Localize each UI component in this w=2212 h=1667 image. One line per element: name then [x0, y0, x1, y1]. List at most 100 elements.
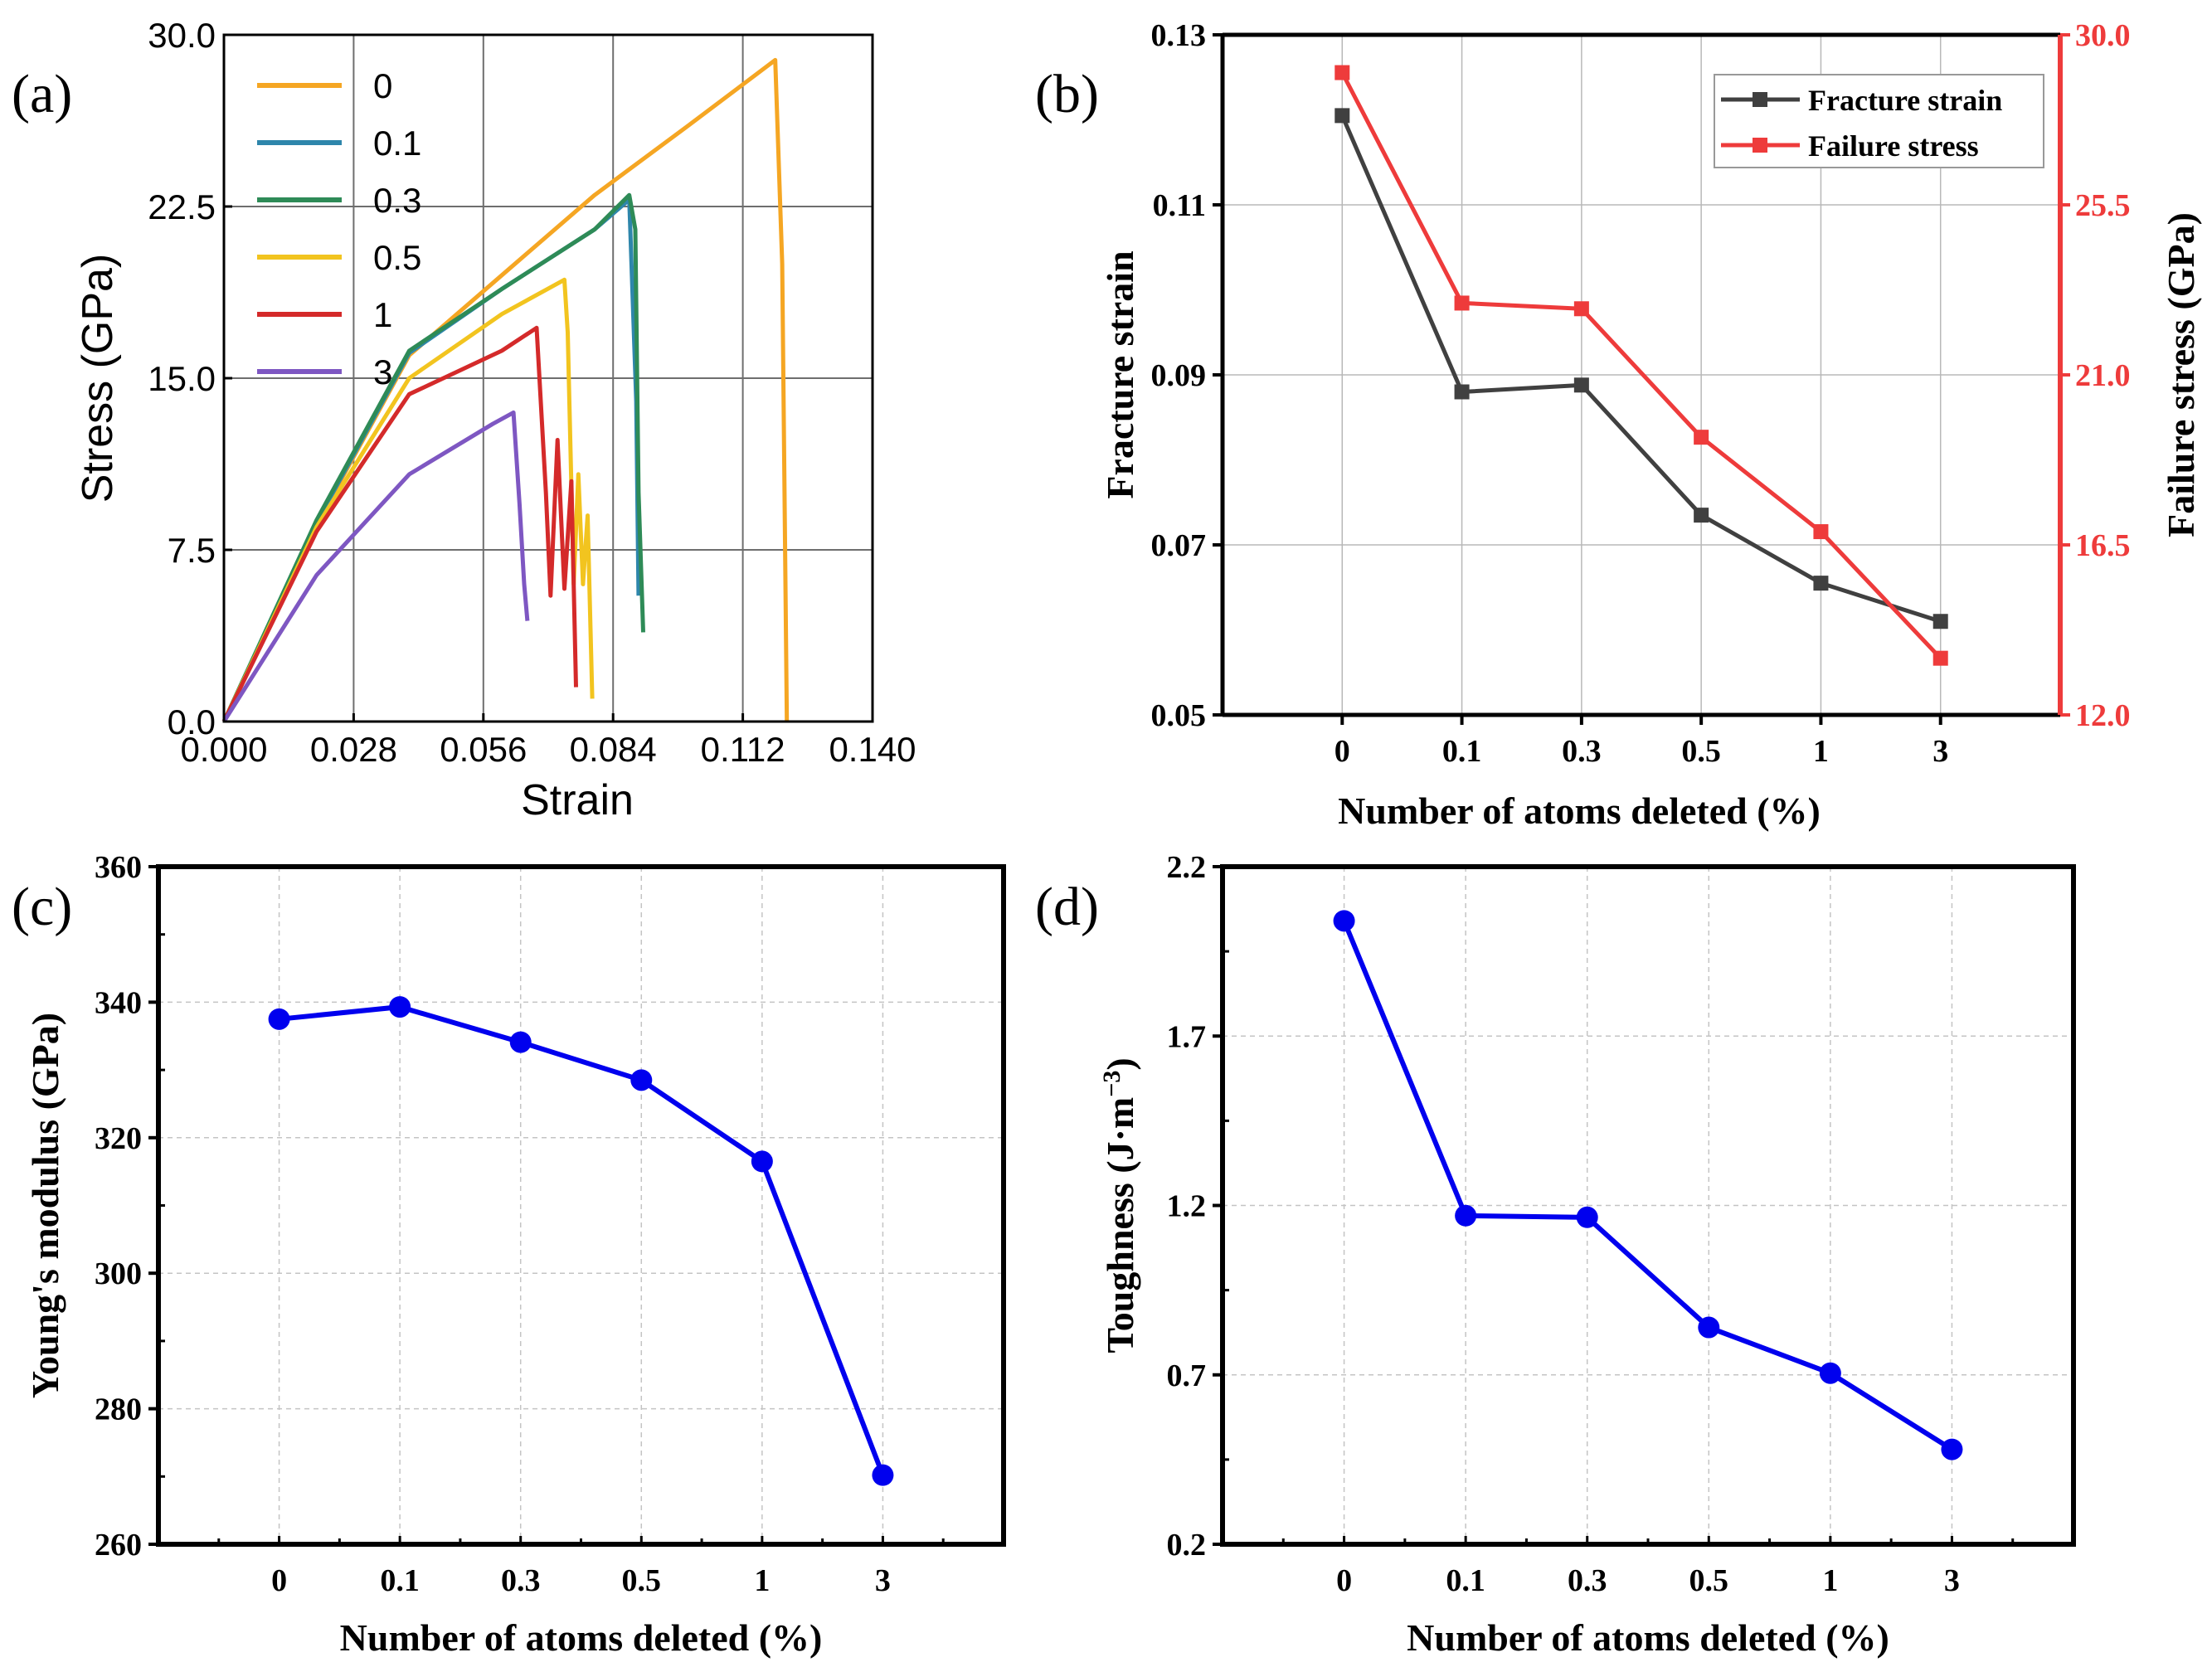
y-axis-label-text: Toughness (J·m: [1099, 1097, 1141, 1354]
x-tick-label: 0.1: [1442, 734, 1482, 769]
data-point: [1694, 430, 1709, 445]
series-line-0.3: [221, 192, 645, 723]
y-tick-label: 1.2: [1167, 1189, 1207, 1224]
legend-label: 1: [373, 295, 392, 334]
x-tick-label: 0.000: [180, 730, 267, 769]
y-tick-label: 0.13: [1151, 18, 1207, 53]
data-point: [509, 1031, 532, 1053]
data-point: [1941, 1438, 1963, 1460]
data-point: [1573, 301, 1589, 317]
x-axis-label: Number of atoms deleted (%): [340, 1616, 823, 1659]
y-tick-label: 0.07: [1151, 528, 1207, 563]
y-tick-label: 0.0: [168, 702, 216, 741]
data-point: [389, 996, 411, 1018]
data-point: [1334, 65, 1350, 80]
y-tick-label: 260: [95, 1528, 142, 1563]
series-line-failure-stress: [1340, 71, 1942, 660]
y-tick-label: 22.5: [148, 187, 216, 226]
y-tick-label: 0.05: [1151, 698, 1207, 733]
x-tick-label: 0.028: [310, 730, 397, 769]
panel-c-youngs-modulus-chart: (c) 260 280 300 320 340 360 0 0.1 0.3 0.5 1 3 Number …: [12, 850, 1006, 1659]
series-line-0.5: [221, 277, 595, 723]
x-axis-label: Number of atoms deleted (%): [1407, 1616, 1889, 1659]
y-right-tick-label: 21.0: [2075, 358, 2131, 393]
y-tick-label: 30.0: [148, 16, 216, 55]
y-axis-label-text: Young's modulus (GPa): [24, 1013, 66, 1398]
x-tick-label: 3: [1944, 1563, 1960, 1598]
data-point: [1932, 614, 1948, 629]
panel-label: (b): [1035, 64, 1099, 124]
series-line-fracture-strain: [1340, 114, 1942, 624]
x-tick-label: 0.1: [380, 1563, 420, 1598]
data-point: [1698, 1316, 1720, 1339]
y-tick-label: 1.7: [1167, 1019, 1207, 1054]
y-right-tick-label: 30.0: [2075, 18, 2131, 53]
y-axis-label: Fracture strain: [1099, 250, 1141, 498]
x-tick-label: 1: [1822, 1563, 1838, 1598]
y-tick-label: 340: [95, 985, 142, 1020]
y-axis-label-close: ): [1099, 1057, 1141, 1070]
x-tick-label: 0.5: [622, 1563, 662, 1598]
x-tick-label: 0.112: [701, 730, 785, 769]
x-axis-label: Number of atoms deleted (%): [1338, 790, 1821, 832]
y-right-axis-label: Failure stress (GPa): [2160, 212, 2202, 537]
data-point: [1694, 508, 1709, 523]
data-point: [751, 1150, 773, 1173]
panel-label: (a): [12, 64, 72, 124]
y-right-tick-label: 16.5: [2075, 528, 2131, 563]
legend-swatch-marker: [1753, 138, 1767, 153]
data-point: [630, 1069, 653, 1091]
x-tick-label: 0.140: [829, 730, 916, 769]
y-right-tick-label: 25.5: [2075, 188, 2131, 223]
x-tick-label: 0.084: [570, 730, 657, 769]
x-tick-label: 0.3: [1568, 1563, 1607, 1598]
y-tick-label: 0.09: [1151, 358, 1207, 393]
y-tick-label: 0.7: [1167, 1358, 1207, 1393]
panel-b-fracture-strain-chart: (b)0.050.070.090.110.1312.016.521.025.53…: [1035, 18, 2202, 832]
data-point: [1576, 1206, 1598, 1228]
legend-box: [1714, 74, 2044, 168]
legend-label: 0.1: [373, 124, 421, 163]
y-axis-label: Toughness (J·m−3): [1098, 1057, 1141, 1353]
x-tick-label: 3: [875, 1563, 891, 1598]
y-tick-label: 280: [95, 1392, 142, 1427]
x-tick-label: 1: [1813, 734, 1829, 769]
y-right-tick-label: 12.0: [2075, 698, 2131, 733]
y-tick-label: 300: [95, 1256, 142, 1291]
y-tick-label: 0.2: [1167, 1528, 1207, 1563]
x-tick-label: 0.3: [1562, 734, 1602, 769]
x-tick-label: 0.5: [1681, 734, 1721, 769]
data-point: [268, 1008, 290, 1030]
legend-label: 0.3: [373, 181, 421, 220]
x-tick-label: 0: [1334, 734, 1350, 769]
data-point: [1573, 377, 1589, 393]
x-tick-label: 3: [1932, 734, 1948, 769]
x-tick-label: 0.1: [1446, 1563, 1485, 1598]
panel-a-stress-strain-chart: (a) 0.000 0.028 0.056 0.084 0.112 0.140 0.0 7.5 1…: [12, 16, 916, 824]
y-tick-label: 0.11: [1153, 188, 1206, 223]
legend-label: Failure stress: [1808, 129, 1979, 163]
series-line: [1341, 920, 1953, 1452]
data-point: [1813, 576, 1829, 591]
data-point: [1932, 650, 1948, 666]
x-axis-label: Strain: [521, 776, 634, 824]
series-line-3: [221, 410, 530, 723]
legend-swatch-marker: [1753, 92, 1767, 107]
y-tick-label: 7.5: [168, 531, 216, 570]
series-line-1: [221, 325, 578, 723]
y-tick-label: 360: [95, 850, 142, 885]
data-point: [1813, 524, 1829, 540]
x-tick-label: 0.5: [1689, 1563, 1729, 1598]
y-axis-label: Young's modulus (GPa): [24, 1013, 66, 1398]
data-point: [1819, 1362, 1841, 1384]
data-point: [1334, 108, 1350, 124]
y-tick-label: 320: [95, 1121, 142, 1156]
series-line: [279, 1004, 886, 1476]
data-point: [1333, 910, 1355, 932]
data-point: [872, 1464, 894, 1486]
legend-label: 0.5: [373, 238, 421, 277]
y-axis-label-superscript: −3: [1098, 1071, 1125, 1097]
panel-label: (c): [12, 877, 72, 937]
x-tick-label: 0.3: [501, 1563, 541, 1598]
x-tick-label: 0: [271, 1563, 287, 1598]
